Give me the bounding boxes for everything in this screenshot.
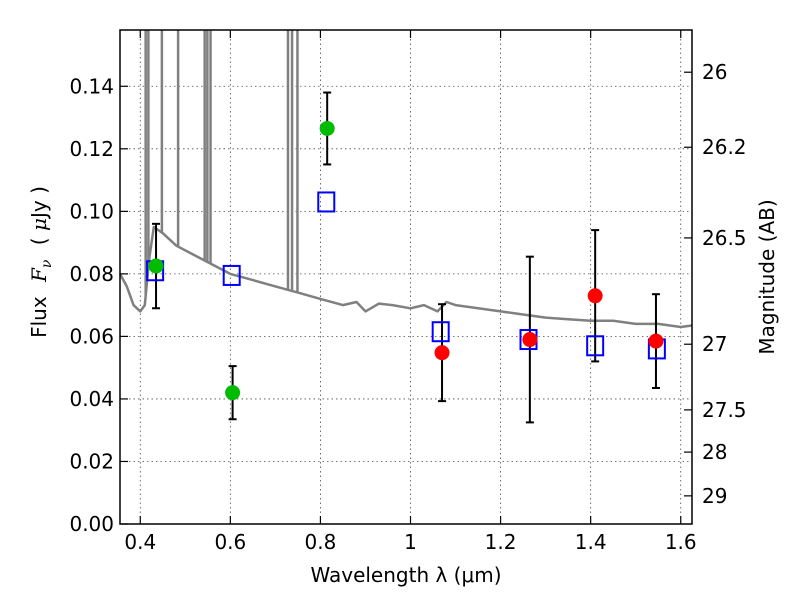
green-point bbox=[225, 385, 241, 401]
model-square bbox=[586, 335, 605, 357]
x-axis-label: Wavelength λ (μm) bbox=[310, 563, 501, 587]
y-axis-label-symbol: F bbox=[27, 267, 51, 283]
y-tick-label: 0.12 bbox=[69, 137, 114, 161]
y2-tick-label: 26.5 bbox=[702, 226, 747, 250]
data-points bbox=[146, 91, 666, 424]
y2-tick-label: 26.2 bbox=[702, 135, 747, 159]
y-axis-label-sub: ν bbox=[39, 259, 55, 268]
red-point bbox=[522, 332, 538, 348]
y2-tick-label: 27 bbox=[702, 332, 727, 356]
y-tick-label: 0.14 bbox=[69, 74, 114, 98]
x-tick-label: 1.2 bbox=[485, 530, 517, 554]
model-square bbox=[317, 191, 336, 213]
plot-area bbox=[120, 30, 692, 524]
y2-tick-label: 29 bbox=[702, 484, 727, 508]
y-tick-label: 0.04 bbox=[69, 387, 114, 411]
x-tick-label: 0.6 bbox=[214, 530, 246, 554]
y2-axis-label: Magnitude (AB) bbox=[755, 199, 779, 354]
x-tick-label: 0.4 bbox=[124, 530, 156, 554]
y-axis-label-mu: μ bbox=[27, 218, 51, 231]
y-tick-label: 0.02 bbox=[69, 449, 114, 473]
y2-tick-label: 26 bbox=[702, 60, 727, 84]
y-axis-label-jy: Jy ) bbox=[27, 186, 51, 220]
x-tick-label: 1.4 bbox=[575, 530, 607, 554]
y-axis-label-flux: Flux bbox=[27, 296, 51, 338]
green-point bbox=[319, 120, 335, 136]
red-point bbox=[587, 288, 603, 304]
model-square bbox=[222, 264, 241, 286]
red-point bbox=[434, 345, 450, 361]
x-tick-label: 1 bbox=[404, 530, 417, 554]
y-axis-label-unit: ( bbox=[27, 231, 51, 245]
y2-tick-label: 27.5 bbox=[702, 398, 747, 422]
y2-tick-label: 28 bbox=[702, 440, 727, 464]
green-point bbox=[148, 258, 164, 274]
spectrum bbox=[118, 30, 693, 329]
x-tick-label: 0.8 bbox=[305, 530, 337, 554]
x-tick-label: 1.6 bbox=[665, 530, 697, 554]
y-axis-label: Flux Fν ( μJy ) bbox=[27, 186, 56, 338]
red-point bbox=[648, 333, 664, 349]
axes: 0.4 0.6 0.8 1 1.2 1.4 1.6 0.00 0.02 0.04 0.06 0.08 0… bbox=[69, 29, 747, 554]
axes-frame bbox=[119, 29, 693, 525]
spectrum-line bbox=[118, 225, 693, 329]
y-tick-label: 0.08 bbox=[69, 262, 114, 286]
model-square bbox=[431, 321, 450, 343]
y-tick-label: 0.00 bbox=[69, 512, 114, 536]
y-tick-label: 0.06 bbox=[69, 324, 114, 348]
y-tick-label: 0.10 bbox=[69, 199, 114, 223]
